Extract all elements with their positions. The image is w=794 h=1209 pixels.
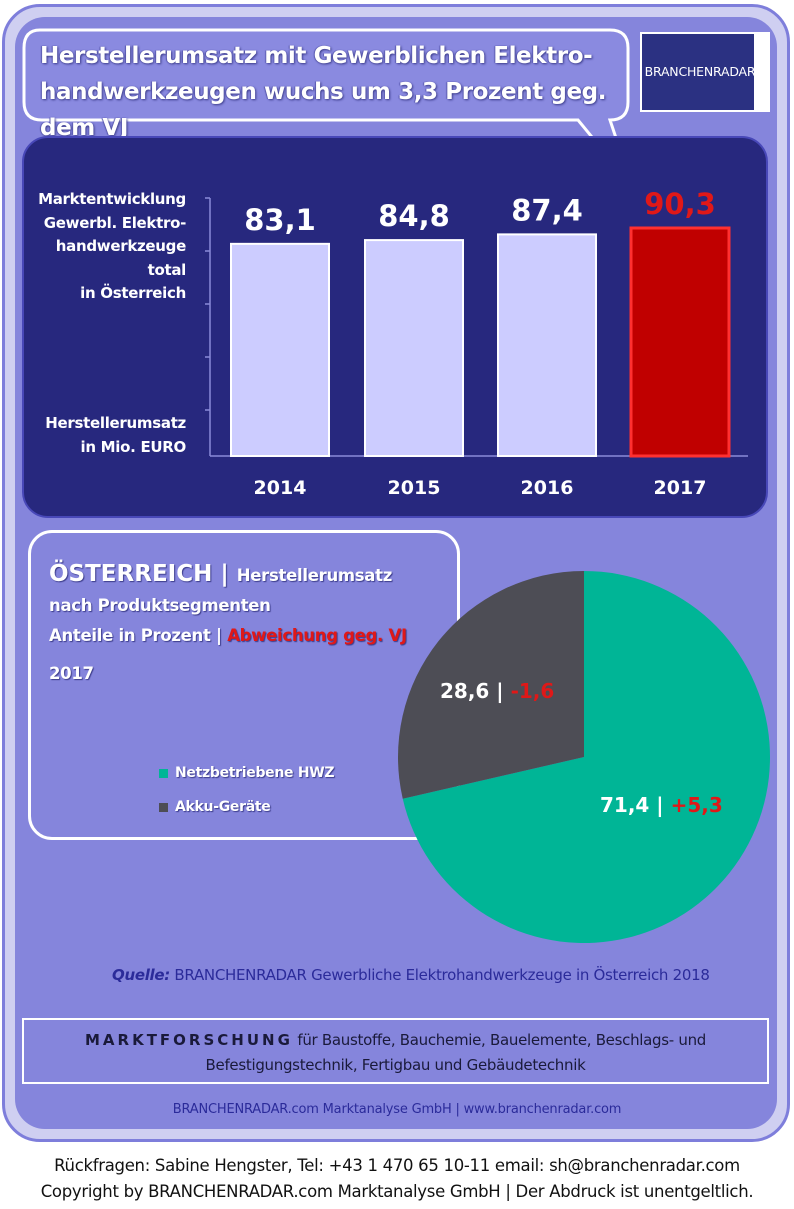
page-title: Herstellerumsatz mit Gewerblichen Elektr… bbox=[40, 38, 630, 146]
x-tick-label-2014: 2014 bbox=[254, 477, 307, 499]
segment-title-line3: Anteile in Prozent | bbox=[49, 626, 228, 645]
segment-title-line2: nach Produktsegmenten bbox=[49, 596, 271, 615]
marktforschung-box: MARKTFORSCHUNG für Baustoffe, Bauchemie,… bbox=[22, 1018, 769, 1084]
pie-label-akku: 28,6 | -1,6 bbox=[440, 679, 554, 703]
marktforschung-heading: MARKTFORSCHUNG bbox=[84, 1031, 293, 1049]
marktforschung-line1: für Baustoffe, Bauchemie, Bauelemente, B… bbox=[292, 1031, 706, 1049]
footer-copyright: Copyright by BRANCHENRADAR.com Marktanal… bbox=[40, 1182, 754, 1201]
pie-label-netzbetrieben: 71,4 | +5,3 bbox=[600, 793, 723, 817]
legend-swatch-akku bbox=[159, 802, 168, 812]
segment-panel: ÖSTERREICH | Herstellerumsatz nach Produ… bbox=[28, 530, 460, 840]
bar-chart: 83,1 2014 84,8 2015 87,4 2016 90,3 2017 bbox=[205, 187, 748, 499]
segment-title-deviation: Abweichung geg. VJ bbox=[227, 626, 407, 645]
marktforschung-line2: Befestigungstechnik, Fertigbau und Gebäu… bbox=[205, 1056, 586, 1074]
pie-slice-netzbetrieben bbox=[402, 571, 770, 943]
x-tick-label-2015: 2015 bbox=[388, 477, 441, 499]
x-tick-label-2016: 2016 bbox=[521, 477, 574, 499]
title-line-2: handwerkzeugen wuchs um 3,3 Prozent geg.… bbox=[40, 79, 607, 141]
bar-2016 bbox=[497, 233, 597, 457]
segment-title: ÖSTERREICH | Herstellerumsatz nach Produ… bbox=[49, 559, 407, 689]
bar-2014 bbox=[230, 242, 330, 457]
bar-2017 bbox=[629, 226, 731, 458]
company-line: BRANCHENRADAR.com Marktanalyse GmbH | ww… bbox=[172, 1102, 622, 1117]
segment-title-country: ÖSTERREICH bbox=[49, 561, 213, 587]
pie-slice-akku bbox=[398, 571, 584, 799]
title-line-1: Herstellerumsatz mit Gewerblichen Elektr… bbox=[40, 43, 593, 69]
bar-value-label-2014: 83,1 bbox=[244, 203, 316, 237]
legend-item-netzbetrieben: Netzbetriebene HWZ bbox=[159, 765, 335, 781]
source-line: Quelle: BRANCHENRADAR Gewerbliche Elektr… bbox=[112, 966, 710, 984]
bar-chart-unit-label: Herstellerumsatz in Mio. EURO bbox=[45, 414, 186, 456]
bar-chart-panel: 83,1 2014 84,8 2015 87,4 2016 90,3 2017 Markten… bbox=[22, 136, 768, 518]
bar-chart-ylabel: Marktentwicklung Gewerbl. Elektro- handw… bbox=[38, 190, 186, 302]
pie-chart: 71,4 | +5,3 28,6 | -1,6 bbox=[398, 571, 770, 943]
x-tick-label-2017: 2017 bbox=[654, 477, 707, 499]
logo-text: BRANCHENRADAR bbox=[644, 64, 756, 79]
branchenradar-logo: BRANCHENRADAR bbox=[640, 32, 770, 112]
footer-contact: Rückfragen: Sabine Hengster, Tel: +43 1 … bbox=[54, 1156, 740, 1175]
bar-value-label-2016: 87,4 bbox=[511, 193, 583, 227]
source-text: BRANCHENRADAR Gewerbliche Elektrohandwer… bbox=[169, 966, 710, 984]
bar-2015 bbox=[364, 239, 464, 457]
segment-title-rest: Herstellerumsatz bbox=[236, 566, 393, 585]
legend-swatch-netzbetrieben bbox=[159, 768, 168, 778]
segment-year: 2017 bbox=[49, 664, 94, 683]
bar-value-label-2017: 90,3 bbox=[644, 187, 716, 221]
source-label: Quelle: bbox=[112, 966, 170, 984]
bar-value-label-2015: 84,8 bbox=[378, 199, 450, 233]
legend-item-akku: Akku-Geräte bbox=[159, 799, 271, 815]
